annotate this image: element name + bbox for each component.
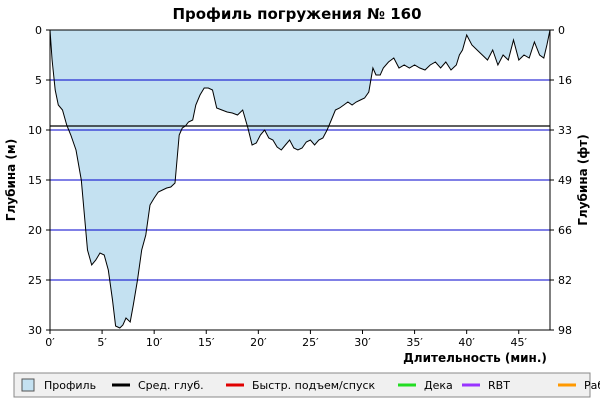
y-axis-label-left: Глубина (м)	[4, 139, 18, 221]
profile-area	[50, 30, 550, 328]
legend-item: Профиль	[21, 378, 96, 392]
x-tick-label: 35′	[406, 336, 423, 349]
legend-label: Дека	[424, 379, 453, 392]
x-tick-label: 40′	[458, 336, 475, 349]
legend-swatch	[21, 378, 35, 392]
plot-area	[49, 29, 551, 331]
y-tick-label-right: 49	[558, 174, 572, 187]
x-axis-label: Длительность (мин.)	[403, 351, 547, 365]
y-tick-label-left: 10	[28, 124, 42, 137]
legend-label: Быстр. подъем/спуск	[252, 379, 376, 392]
y-tick-label-left: 25	[28, 274, 42, 287]
legend-item: Сред. глуб.	[112, 379, 204, 392]
profile-line	[49, 29, 551, 329]
y-tick-label-left: 20	[28, 224, 42, 237]
y-axis-right: 0 16 33 49 66 82 98	[550, 24, 572, 337]
legend-label: Профиль	[44, 379, 96, 392]
x-tick-label: 25′	[302, 336, 319, 349]
x-tick-label: 45′	[511, 336, 528, 349]
x-tick-label: 20′	[250, 336, 267, 349]
legend-item: Раб.	[558, 379, 600, 392]
y-axis-label-right: Глубина (фт)	[576, 134, 590, 225]
x-tick-label: 10′	[146, 336, 163, 349]
x-tick-label: 0′	[45, 336, 55, 349]
y-tick-label-right: 0	[558, 24, 565, 37]
legend-item: Дека	[398, 379, 453, 392]
legend: Профиль Сред. глуб. Быстр. подъем/спуск Дек…	[13, 372, 600, 398]
legend-box	[13, 372, 591, 398]
legend-label: RBT	[488, 379, 510, 392]
x-tick-label: 30′	[354, 336, 371, 349]
y-tick-label-right: 98	[558, 324, 572, 337]
y-tick-label-left: 30	[28, 324, 42, 337]
y-tick-label-left: 5	[35, 74, 42, 87]
y-tick-label-left: 15	[28, 174, 42, 187]
y-tick-label-right: 33	[558, 124, 572, 137]
x-tick-label: 15′	[198, 336, 215, 349]
x-axis: 0′ 5′ 10′ 15′ 20′ 25′ 30′ 35′ 40′ 45′	[45, 330, 527, 349]
y-tick-label-right: 82	[558, 274, 572, 287]
chart-title: Профиль погружения № 160	[172, 5, 421, 23]
y-tick-label-right: 66	[558, 224, 572, 237]
y-axis-left: 0 5 10 15 20 25 30	[28, 24, 50, 337]
x-tick-label: 5′	[97, 336, 107, 349]
legend-item: RBT	[462, 379, 510, 392]
legend-label: Сред. глуб.	[138, 379, 204, 392]
y-tick-label-left: 0	[35, 24, 42, 37]
legend-label: Раб.	[584, 379, 600, 392]
y-tick-label-right: 16	[558, 74, 572, 87]
legend-item: Быстр. подъем/спуск	[226, 379, 376, 392]
